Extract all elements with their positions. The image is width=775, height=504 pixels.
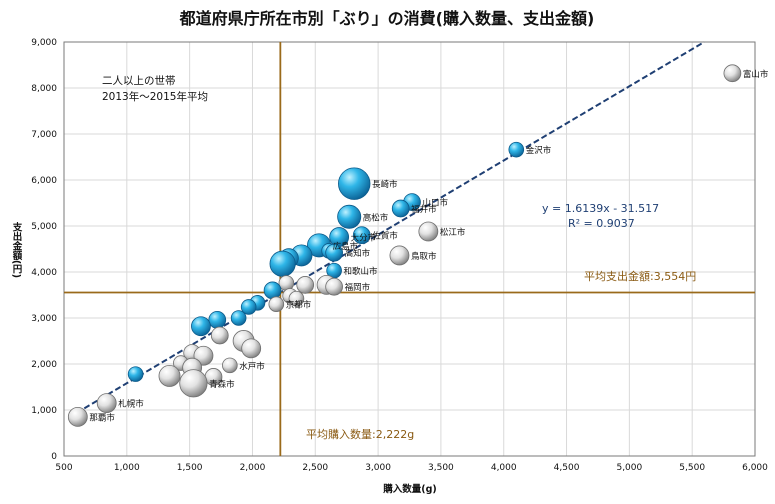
data-point (127, 366, 144, 382)
data-point-label: 京都市 (286, 300, 312, 311)
y-tick-label: 5,000 (31, 222, 57, 232)
data-point-label: 高松市 (363, 212, 389, 223)
data-point-label: 青森市 (209, 379, 235, 390)
average-spending-label: 平均支出金額:3,554円 (584, 269, 696, 283)
data-point (96, 393, 117, 414)
data-point (263, 281, 282, 300)
x-tick-label: 1,000 (114, 463, 140, 473)
data-point (352, 226, 371, 245)
chart-title: 都道府県庁所在市別「ぶり」の消費(購入数量、支出金額) (179, 9, 595, 28)
x-tick-label: 2,000 (240, 463, 266, 473)
x-tick-label: 5,000 (616, 463, 642, 473)
x-tick-labels: 500 1,000 1,500 2,000 2,500 3,000 3,500 4,000 4,… (55, 463, 768, 473)
data-point-label: 金沢市 (526, 145, 552, 156)
data-point (222, 357, 238, 374)
y-tick-label: 0 (51, 452, 57, 462)
x-tick-label: 4,500 (554, 463, 580, 473)
trendline (76, 41, 705, 414)
data-point (210, 326, 229, 345)
data-point-label: 広島市 (333, 241, 359, 252)
x-tick-label: 3,500 (428, 463, 454, 473)
y-tick-label: 4,000 (31, 268, 57, 278)
data-point-label: 那覇市 (89, 412, 115, 423)
x-tick-label: 6,000 (742, 463, 768, 473)
data-point (240, 299, 257, 315)
y-tick-label: 8,000 (31, 84, 57, 94)
x-tick-label: 500 (55, 463, 72, 473)
data-point (296, 276, 315, 294)
data-point (508, 141, 525, 158)
y-tick-label: 2,000 (31, 360, 57, 370)
y-tick-label: 3,000 (31, 314, 57, 324)
data-point (241, 338, 262, 359)
data-point (268, 296, 285, 313)
data-point (391, 199, 410, 218)
data-point-label: 福岡市 (345, 282, 371, 293)
data-point-label: 水戸市 (239, 361, 265, 372)
data-point-label: 山口市 (422, 198, 448, 209)
data-point (288, 290, 305, 307)
data-point-label: 松江市 (440, 227, 466, 238)
grid (63, 41, 756, 457)
y-axis-label: 支出金額(円) (11, 221, 24, 278)
data-point-label: 高知市 (345, 248, 371, 259)
y-tick-label: 7,000 (31, 130, 57, 140)
data-point (191, 316, 211, 337)
y-tick-label: 9,000 (31, 38, 57, 48)
data-point (230, 310, 247, 326)
data-point-label: 福井市 (411, 204, 437, 215)
y-tick-label: 1,000 (31, 406, 57, 416)
x-tick-label: 5,500 (679, 463, 705, 473)
plot-frame (63, 41, 756, 457)
data-point (269, 250, 296, 277)
trend-r2: R² = 0.9037 (568, 217, 635, 230)
average-quantity-label: 平均購入数量:2,222g (306, 427, 414, 441)
data-point-label: 和歌山市 (344, 266, 379, 277)
x-tick-label: 2,500 (302, 463, 328, 473)
x-tick-label: 1,500 (177, 463, 203, 473)
data-point-label: 富山市 (743, 69, 769, 80)
data-point (278, 275, 295, 291)
data-point (337, 204, 362, 229)
x-axis-label: 購入数量(g) (382, 483, 436, 495)
x-tick-label: 3,000 (365, 463, 391, 473)
data-point-label: 長崎市 (372, 179, 398, 190)
data-point-label: 鳥取市 (411, 251, 437, 262)
note-household: 二人以上の世帯 (102, 74, 176, 87)
y-tick-label: 6,000 (31, 176, 57, 186)
data-point (325, 243, 343, 262)
data-points (67, 64, 742, 427)
data-point-label: 佐賀市 (372, 231, 398, 242)
data-point-label: 大分市 (351, 233, 377, 244)
data-point (338, 167, 371, 200)
data-point (179, 369, 208, 398)
data-point (723, 64, 742, 83)
data-point (208, 310, 227, 329)
y-tick-labels: 0 1,000 2,000 3,000 4,000 5,000 6,000 7,000 8,00… (31, 38, 57, 462)
trend-equation: y = 1.6139x - 31.517 (542, 202, 659, 215)
data-point (67, 406, 88, 427)
data-point-label: 札幌市 (118, 399, 144, 410)
data-point (325, 277, 343, 296)
data-point (389, 245, 410, 266)
data-point (158, 365, 181, 387)
x-tick-label: 4,000 (491, 463, 517, 473)
data-point (418, 221, 439, 242)
note-period: 2013年～2015年平均 (102, 90, 208, 103)
